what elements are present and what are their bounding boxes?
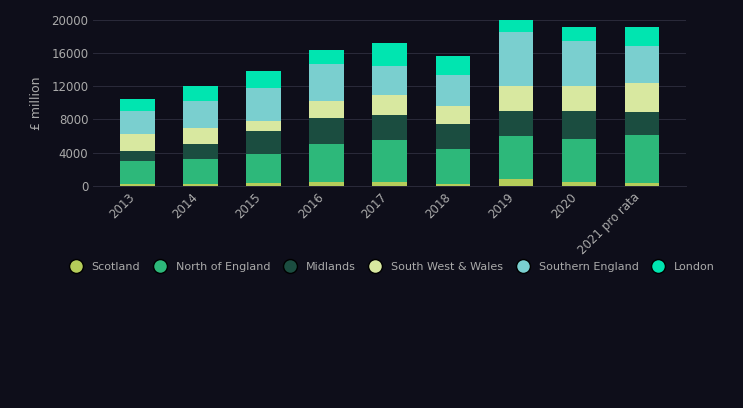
- Bar: [435, 75, 470, 106]
- Bar: [120, 111, 155, 134]
- Bar: [372, 43, 407, 66]
- Bar: [184, 144, 218, 159]
- Bar: [499, 179, 533, 186]
- Bar: [562, 27, 597, 41]
- Bar: [625, 46, 659, 83]
- Bar: [435, 106, 470, 124]
- Bar: [246, 154, 281, 183]
- Bar: [120, 151, 155, 161]
- Legend: Scotland, North of England, Midlands, South West & Wales, Southern England, Lond: Scotland, North of England, Midlands, So…: [60, 257, 719, 277]
- Bar: [120, 161, 155, 184]
- Bar: [499, 20, 533, 32]
- Bar: [562, 86, 597, 111]
- Bar: [625, 112, 659, 135]
- Bar: [625, 27, 659, 46]
- Bar: [246, 88, 281, 121]
- Bar: [435, 149, 470, 184]
- Bar: [625, 135, 659, 183]
- Bar: [625, 183, 659, 186]
- Bar: [184, 86, 218, 101]
- Bar: [246, 131, 281, 154]
- Bar: [309, 64, 344, 101]
- Y-axis label: £ million: £ million: [30, 76, 43, 130]
- Bar: [372, 95, 407, 115]
- Bar: [184, 128, 218, 144]
- Bar: [184, 159, 218, 184]
- Bar: [184, 101, 218, 128]
- Bar: [372, 182, 407, 186]
- Bar: [499, 136, 533, 179]
- Bar: [120, 134, 155, 151]
- Bar: [562, 111, 597, 139]
- Bar: [246, 183, 281, 186]
- Bar: [246, 71, 281, 88]
- Bar: [246, 121, 281, 131]
- Bar: [562, 41, 597, 86]
- Bar: [625, 83, 659, 112]
- Bar: [499, 111, 533, 136]
- Bar: [562, 139, 597, 182]
- Bar: [435, 124, 470, 149]
- Bar: [309, 101, 344, 118]
- Bar: [499, 86, 533, 111]
- Bar: [372, 115, 407, 140]
- Bar: [309, 144, 344, 182]
- Bar: [372, 66, 407, 95]
- Bar: [120, 99, 155, 111]
- Bar: [435, 56, 470, 75]
- Bar: [562, 182, 597, 186]
- Bar: [184, 184, 218, 186]
- Bar: [499, 32, 533, 86]
- Bar: [309, 50, 344, 64]
- Bar: [309, 182, 344, 186]
- Bar: [309, 118, 344, 144]
- Bar: [372, 140, 407, 182]
- Bar: [435, 184, 470, 186]
- Bar: [120, 184, 155, 186]
